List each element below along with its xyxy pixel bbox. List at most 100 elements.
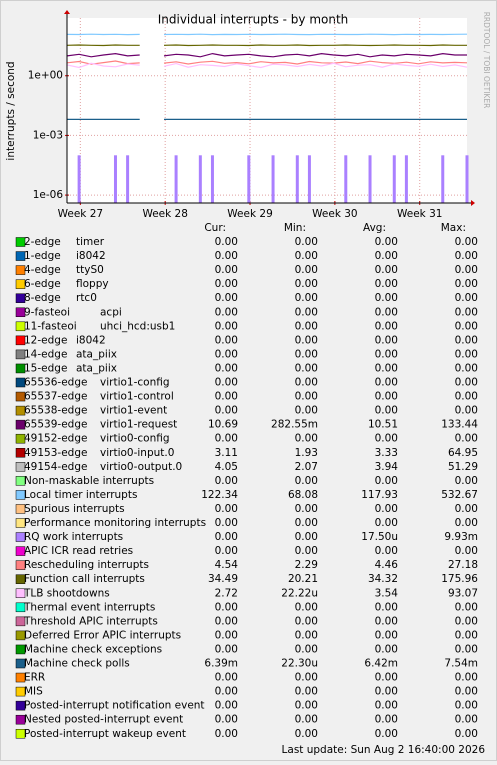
legend-value: 27.18 bbox=[448, 559, 478, 571]
x-tick-label: Week 28 bbox=[142, 208, 187, 220]
legend-value: 0.00 bbox=[375, 615, 398, 627]
legend-value: 4.46 bbox=[375, 559, 399, 571]
legend-value: 0.00 bbox=[375, 334, 398, 346]
legend-value: 0.00 bbox=[375, 629, 398, 641]
legend-value: 2.29 bbox=[295, 559, 318, 571]
legend-name: TLB shootdowns bbox=[23, 587, 110, 599]
spike bbox=[78, 155, 81, 203]
x-tick-label: Week 31 bbox=[397, 208, 442, 220]
legend-name: RQ work interrupts bbox=[24, 531, 123, 543]
legend-value: 0.00 bbox=[375, 672, 398, 684]
legend-value: 0.00 bbox=[295, 348, 318, 360]
legend-value: 0.00 bbox=[375, 686, 398, 698]
legend-value: 0.00 bbox=[295, 686, 318, 698]
legend-value: 0.00 bbox=[215, 615, 238, 627]
legend-value: 0.00 bbox=[455, 348, 478, 360]
legend-value: 0.00 bbox=[215, 503, 238, 515]
legend-name: 65536-edge bbox=[24, 377, 87, 389]
legend-value: 0.00 bbox=[455, 278, 478, 290]
legend-value: 0.00 bbox=[215, 292, 238, 304]
legend-value: 0.00 bbox=[455, 700, 478, 712]
legend-value: 0.00 bbox=[215, 728, 238, 740]
legend-value: 0.00 bbox=[295, 292, 318, 304]
legend-value: 0.00 bbox=[215, 643, 238, 655]
legend-device: i8042 bbox=[76, 334, 106, 346]
legend-header: Max: bbox=[441, 222, 466, 234]
legend-value: 0.00 bbox=[295, 700, 318, 712]
legend-name: 8-edge bbox=[24, 292, 61, 304]
spike bbox=[296, 155, 299, 203]
legend-value: 0.00 bbox=[375, 377, 398, 389]
legend-value: 0.00 bbox=[375, 475, 398, 487]
legend-value: 7.54m bbox=[444, 658, 478, 670]
legend-name: MIS bbox=[24, 686, 43, 698]
spike bbox=[199, 155, 202, 203]
spike bbox=[393, 155, 396, 203]
legend-value: 0.00 bbox=[215, 433, 238, 445]
legend-value: 0.00 bbox=[455, 517, 478, 529]
legend-value: 0.00 bbox=[295, 728, 318, 740]
legend-value: 68.08 bbox=[288, 489, 318, 501]
legend-name: 9-fasteoi bbox=[24, 306, 70, 318]
legend-value: 0.00 bbox=[295, 250, 318, 262]
x-tick-label: Week 29 bbox=[227, 208, 272, 220]
spike bbox=[441, 155, 444, 203]
legend-name: Posted-interrupt wakeup event bbox=[24, 728, 186, 740]
legend-value: 0.00 bbox=[375, 391, 398, 403]
legend-value: 20.21 bbox=[288, 573, 318, 585]
legend-name: 49154-edge bbox=[24, 461, 87, 473]
legend-device: ttyS0 bbox=[76, 264, 104, 276]
legend-name: Spurious interrupts bbox=[24, 503, 125, 515]
legend-name: 6-edge bbox=[24, 278, 61, 290]
legend-name: Performance monitoring interrupts bbox=[24, 517, 206, 529]
legend-value: 0.00 bbox=[215, 686, 238, 698]
legend-name: 65539-edge bbox=[24, 419, 87, 431]
legend-value: 0.00 bbox=[295, 278, 318, 290]
legend-value: 6.42m bbox=[364, 658, 398, 670]
legend-value: 1.93 bbox=[295, 447, 318, 459]
legend-value: 2.07 bbox=[295, 461, 318, 473]
legend-value: 9.93m bbox=[444, 531, 478, 543]
legend-value: 0.00 bbox=[295, 236, 318, 248]
spike bbox=[466, 155, 469, 203]
legend-value: 0.00 bbox=[215, 306, 238, 318]
legend-device: virtio1-event bbox=[100, 405, 167, 417]
legend-value: 0.00 bbox=[215, 362, 238, 374]
legend-device: rtc0 bbox=[76, 292, 97, 304]
legend-name: Deferred Error APIC interrupts bbox=[24, 629, 181, 641]
legend-value: 0.00 bbox=[455, 615, 478, 627]
x-tick-label: Week 30 bbox=[312, 208, 357, 220]
legend-value: 3.54 bbox=[375, 587, 399, 599]
legend-value: 0.00 bbox=[455, 714, 478, 726]
legend-value: 0.00 bbox=[375, 503, 398, 515]
legend-value: 282.55m bbox=[271, 419, 318, 431]
legend-value: 0.00 bbox=[375, 545, 398, 557]
legend-value: 0.00 bbox=[375, 320, 398, 332]
legend-value: 93.07 bbox=[448, 587, 478, 599]
legend-value: 175.96 bbox=[441, 573, 478, 585]
legend-value: 0.00 bbox=[215, 475, 238, 487]
legend-value: 0.00 bbox=[455, 405, 478, 417]
legend-device: uhci_hcd:usb1 bbox=[100, 320, 175, 332]
legend-value: 0.00 bbox=[455, 377, 478, 389]
legend-value: 0.00 bbox=[455, 334, 478, 346]
legend-value: 2.72 bbox=[215, 587, 238, 599]
legend-value: 0.00 bbox=[455, 433, 478, 445]
legend-value: 64.95 bbox=[448, 447, 478, 459]
legend-name: 12-edge bbox=[24, 334, 67, 346]
legend-value: 0.00 bbox=[295, 714, 318, 726]
legend-header: Cur: bbox=[204, 222, 226, 234]
legend-device: acpi bbox=[100, 306, 122, 318]
y-tick-label: 1e-03 bbox=[33, 129, 63, 141]
legend-value: 0.00 bbox=[295, 362, 318, 374]
legend-name: 11-fasteoi bbox=[24, 320, 77, 332]
legend-name: Thermal event interrupts bbox=[23, 601, 155, 613]
legend-name: Threshold APIC interrupts bbox=[23, 615, 158, 627]
legend-device: virtio0-input.0 bbox=[100, 447, 174, 459]
legend-value: 0.00 bbox=[215, 714, 238, 726]
legend-value: 0.00 bbox=[455, 306, 478, 318]
legend-value: 0.00 bbox=[215, 672, 238, 684]
legend-value: 0.00 bbox=[455, 672, 478, 684]
chart-title: Individual interrupts - by month bbox=[158, 13, 349, 27]
